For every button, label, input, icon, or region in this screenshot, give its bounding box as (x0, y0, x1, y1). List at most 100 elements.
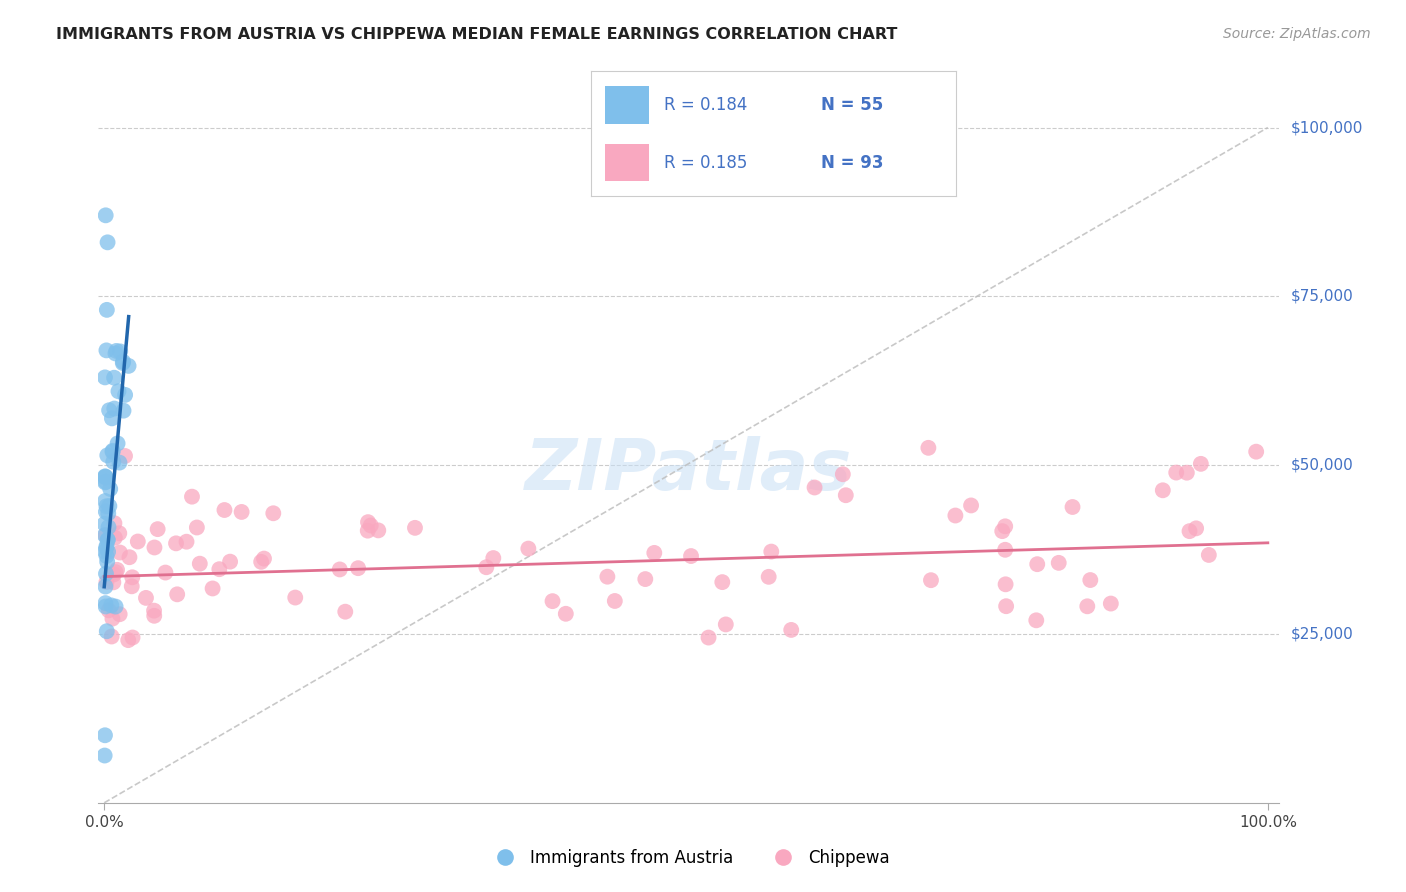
Point (1166, 466, 1188, 480)
Point (329, 562, 352, 576)
Point (97, 507, 120, 521)
Point (1047, 556, 1070, 570)
Point (121, 579, 143, 593)
Point (917, 441, 939, 455)
Text: Source: ZipAtlas.com: Source: ZipAtlas.com (1223, 27, 1371, 41)
Point (1099, 597, 1122, 611)
Point (94, 469, 117, 483)
Point (101, 612, 124, 626)
Point (127, 534, 149, 549)
Point (335, 605, 357, 619)
Point (96, 624, 118, 639)
Point (994, 577, 1017, 591)
Point (96, 555, 118, 569)
Point (253, 551, 276, 566)
Text: IMMIGRANTS FROM AUSTRIA VS CHIPPEWA MEDIAN FEMALE EARNINGS CORRELATION CHART: IMMIGRANTS FROM AUSTRIA VS CHIPPEWA MEDI… (56, 27, 897, 42)
Point (121, 631, 143, 645)
Point (347, 561, 370, 575)
Point (995, 599, 1018, 614)
Point (94, 599, 117, 614)
Point (143, 541, 166, 555)
Point (111, 356, 134, 370)
Point (143, 608, 166, 623)
Point (1175, 466, 1198, 480)
Point (97, 603, 120, 617)
Point (103, 401, 125, 416)
Legend: Immigrants from Austria, Chippewa: Immigrants from Austria, Chippewa (481, 843, 897, 874)
Point (780, 623, 803, 637)
Point (219, 555, 242, 569)
Point (108, 545, 131, 559)
Point (101, 443, 124, 458)
Text: R = 0.185: R = 0.185 (664, 153, 747, 171)
Point (201, 582, 224, 596)
Point (357, 515, 380, 529)
Point (114, 388, 136, 402)
Point (1078, 573, 1101, 587)
Point (146, 522, 169, 536)
Point (284, 591, 307, 605)
Point (94, 528, 117, 542)
Point (117, 359, 139, 373)
Point (94, 469, 117, 483)
Point (714, 617, 737, 632)
Point (643, 546, 665, 560)
Point (97, 533, 120, 547)
Point (118, 550, 141, 565)
Point (94, 475, 117, 489)
Point (1244, 444, 1267, 458)
Point (96, 449, 118, 463)
Point (94, 580, 117, 594)
Bar (605, 144, 650, 181)
Point (360, 518, 382, 533)
Point (517, 541, 540, 556)
Point (117, 633, 139, 648)
Point (155, 566, 177, 580)
Point (135, 591, 157, 605)
Bar (605, 87, 650, 124)
Point (188, 557, 211, 571)
Point (108, 526, 131, 541)
Point (758, 570, 780, 584)
Point (121, 570, 143, 584)
Point (96, 500, 118, 514)
Point (1189, 457, 1212, 471)
Point (831, 467, 853, 482)
Text: N = 55: N = 55 (821, 96, 883, 114)
Point (98, 499, 121, 513)
Text: $25,000: $25,000 (1291, 626, 1354, 641)
Point (94, 370, 117, 384)
Point (94, 566, 117, 581)
Point (94, 596, 117, 610)
Point (920, 573, 942, 587)
Point (1026, 557, 1049, 571)
Point (94, 475, 117, 490)
Point (803, 481, 825, 495)
Point (97, 545, 120, 559)
Point (96, 541, 118, 555)
Point (181, 490, 204, 504)
Point (208, 562, 231, 576)
Point (250, 555, 273, 569)
Point (101, 445, 124, 459)
Point (1185, 521, 1208, 535)
Text: N = 93: N = 93 (821, 153, 883, 171)
Text: ZIPatlas: ZIPatlas (526, 436, 852, 505)
Point (104, 565, 127, 579)
Point (994, 542, 1017, 557)
Point (945, 508, 967, 523)
Point (165, 536, 187, 550)
Point (634, 572, 657, 586)
Point (100, 630, 122, 644)
Point (93, 748, 115, 763)
Point (103, 567, 125, 582)
Point (603, 594, 626, 608)
Point (143, 604, 166, 618)
Point (97, 533, 120, 547)
Point (262, 506, 284, 520)
Point (107, 384, 129, 399)
Point (93, 516, 115, 531)
Point (108, 607, 131, 622)
Point (103, 455, 125, 469)
Point (554, 607, 576, 621)
